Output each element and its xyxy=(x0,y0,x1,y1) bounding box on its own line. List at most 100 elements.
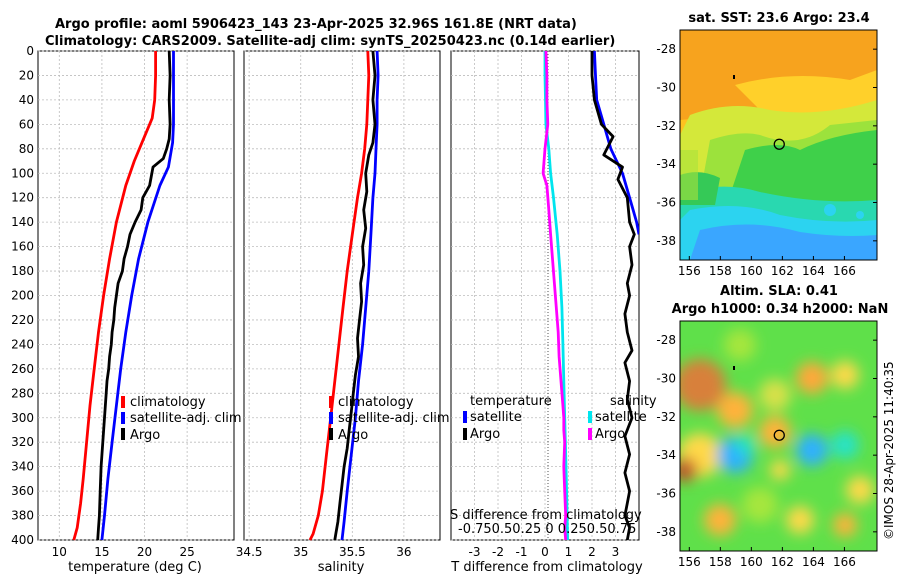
x-tick-label: 10 xyxy=(52,545,67,559)
map-x-tick-label: 156 xyxy=(678,264,701,278)
map-y-tick-label: -30 xyxy=(656,372,676,386)
salinity-panel: 34.5 35 35.5 36 salinity climatology satell… xyxy=(236,50,450,575)
map-y-tick-label: -38 xyxy=(656,234,676,248)
sst-map-x-tick-labels: 156 158 160 162 164 166 xyxy=(678,256,856,278)
map-x-tick-label: 166 xyxy=(833,264,856,278)
map-y-tick-label: -36 xyxy=(656,196,676,210)
salinity-legend: climatology satellite-adj. clim Argo xyxy=(329,395,450,443)
depth-tick-label: 0 xyxy=(26,44,34,58)
x-tick-label: 0 xyxy=(541,545,549,559)
x-tick-label: 36 xyxy=(396,545,411,559)
difference-x-tick-labels: -3 -2 -1 0 1 2 3 xyxy=(469,545,620,559)
depth-tick-label: 60 xyxy=(19,117,34,131)
sla-map-y-tick-labels: -28 -30 -32 -34 -36 -38 xyxy=(656,333,877,539)
legend-argo-swatch xyxy=(329,428,333,440)
legend-climatology-swatch xyxy=(329,396,333,408)
x-tick-label: 35.5 xyxy=(339,545,366,559)
legend-t-argo-swatch xyxy=(463,428,467,440)
temperature-x-tick-labels: 10 15 20 25 xyxy=(52,545,195,559)
difference-x-label: T difference from climatology xyxy=(450,560,643,575)
temperature-grid xyxy=(38,50,234,541)
figure-title-line1: Argo profile: aoml 5906423_143 23-Apr-20… xyxy=(55,17,577,32)
depth-tick-label: 160 xyxy=(11,240,34,254)
sst-map-image xyxy=(680,30,877,260)
s-difference-label: S difference from climatology xyxy=(450,508,642,523)
depth-tick-label: 340 xyxy=(11,460,34,474)
legend-argo-swatch xyxy=(121,428,125,440)
temperature-legend: climatology satellite-adj. clim Argo xyxy=(121,395,242,443)
depth-tick-label: 260 xyxy=(11,362,34,376)
x-tick-label: 1 xyxy=(565,545,573,559)
x-tick-label: 25 xyxy=(179,545,194,559)
temperature-panel: 0 20 40 60 80 100 120 140 160 180 200 220 240 260 280 3… xyxy=(11,44,242,575)
map-x-tick-label: 160 xyxy=(740,264,763,278)
series-line xyxy=(590,51,636,540)
depth-tick-label: 200 xyxy=(11,289,34,303)
legend-t-argo-label: Argo xyxy=(470,427,500,442)
series-line xyxy=(100,51,175,541)
legend-s-satellite-swatch xyxy=(588,411,592,423)
depth-tick-label: 80 xyxy=(19,142,34,156)
map-y-tick-label: -32 xyxy=(656,410,676,424)
difference-panel: -3 -2 -1 0 1 2 3 T difference from climatology… xyxy=(450,50,657,575)
map-x-tick-label: 158 xyxy=(709,264,732,278)
x-tick-label: 35 xyxy=(293,545,308,559)
map-x-tick-label: 164 xyxy=(802,555,825,569)
depth-tick-label: 180 xyxy=(11,264,34,278)
difference-grid xyxy=(451,50,639,541)
depth-tick-label: 300 xyxy=(11,411,34,425)
series-line xyxy=(593,51,639,235)
series-line xyxy=(333,50,377,541)
map-y-tick-label: -34 xyxy=(656,448,676,462)
depth-tick-label: 400 xyxy=(11,533,34,547)
depth-tick-label: 240 xyxy=(11,337,34,351)
legend-satellite-swatch xyxy=(121,412,125,424)
sst-argo-marker xyxy=(773,138,785,150)
sla-map-subtitle: Argo h1000: 0.34 h2000: NaN xyxy=(672,302,889,317)
depth-tick-labels: 0 20 40 60 80 100 120 140 160 180 200 220 240 260 280 3… xyxy=(11,44,34,547)
map-y-tick-label: -34 xyxy=(656,157,676,171)
x-tick-label: 15 xyxy=(94,545,109,559)
legend-t-satellite-swatch xyxy=(463,411,467,423)
difference-series xyxy=(541,51,639,540)
legend-s-argo-label: Argo xyxy=(595,427,625,442)
depth-tick-label: 360 xyxy=(11,484,34,498)
depth-tick-label: 320 xyxy=(11,435,34,449)
sst-map-panel: sat. SST: 23.6 Argo: 23.4 156 158 160 162 16… xyxy=(656,11,878,278)
x-tick-label: 34.5 xyxy=(236,545,263,559)
depth-tick-label: 280 xyxy=(11,386,34,400)
legend-s-satellite-label: satellite xyxy=(595,410,647,425)
depth-tick-label: 220 xyxy=(11,313,34,327)
legend-satellite-label: satellite-adj. clim xyxy=(130,411,242,426)
sla-argo-marker xyxy=(773,429,785,441)
legend-climatology-label: climatology xyxy=(130,395,206,410)
x-tick-label: -3 xyxy=(469,545,481,559)
depth-tick-label: 380 xyxy=(11,509,34,523)
legend-temperature-header: temperature xyxy=(470,394,552,409)
salinity-series xyxy=(308,50,380,541)
legend-salinity-header: salinity xyxy=(610,394,657,409)
sst-map-frame xyxy=(679,29,878,261)
depth-tick-label: 120 xyxy=(11,191,34,205)
imos-watermark: ©IMOS 28-Apr-2025 11:40:35 xyxy=(882,361,896,540)
sla-map-frame xyxy=(679,320,878,552)
temperature-series xyxy=(72,50,175,541)
map-x-tick-label: 166 xyxy=(833,555,856,569)
temperature-x-label: temperature (deg C) xyxy=(68,560,202,575)
series-line xyxy=(96,50,172,541)
legend-t-satellite-label: satellite xyxy=(470,410,522,425)
salinity-x-label: salinity xyxy=(318,560,365,575)
map-y-tick-label: -38 xyxy=(656,525,676,539)
difference-legend: temperature salinity satellite Argo sate… xyxy=(463,394,657,442)
series-line xyxy=(541,51,568,540)
legend-climatology-label: climatology xyxy=(338,395,414,410)
depth-tick-label: 140 xyxy=(11,215,34,229)
x-tick-label: 20 xyxy=(137,545,152,559)
map-y-tick-label: -28 xyxy=(656,42,676,56)
map-x-tick-label: 162 xyxy=(771,264,794,278)
legend-argo-label: Argo xyxy=(130,428,160,443)
legend-satellite-label: satellite-adj. clim xyxy=(338,411,450,426)
map-x-tick-label: 160 xyxy=(740,555,763,569)
figure-title-line2: Climatology: CARS2009. Satellite-adj cli… xyxy=(45,34,615,49)
x-tick-label: 2 xyxy=(588,545,596,559)
